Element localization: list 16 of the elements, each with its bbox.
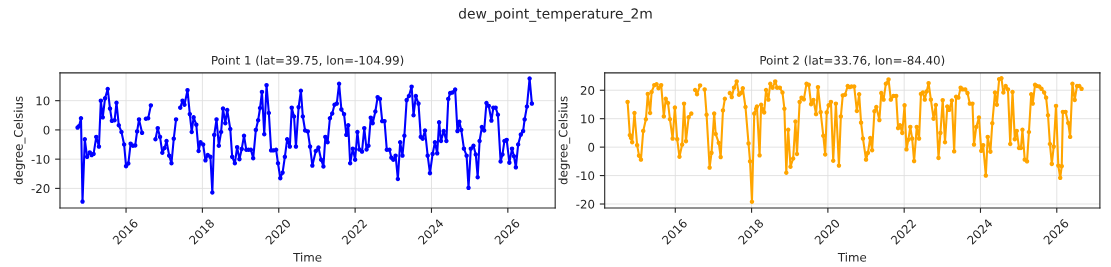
x-axis-title: Time <box>837 252 867 262</box>
y-tick-label: 0 <box>43 125 50 135</box>
y-tick-label: -10 <box>576 171 595 181</box>
y-tick-label: -20 <box>576 199 595 209</box>
x-axis-title: Time <box>293 252 322 262</box>
y-axis-title: degree_Celsius <box>13 96 26 185</box>
y-tick-label: 10 <box>581 114 595 124</box>
y-tick-label: 10 <box>36 96 50 106</box>
text: dew_point_temperature_2m <box>458 8 652 22</box>
y-axis-title: degree_Celsius <box>558 96 571 185</box>
chart-title: Point 2 (lat=33.76, lon=-84.40) <box>760 55 945 67</box>
y-tick-label: 0 <box>588 142 595 152</box>
y-tick-label: -10 <box>31 154 50 164</box>
chart-title: Point 1 (lat=39.75, lon=-104.99) <box>212 55 404 67</box>
y-tick-label: 20 <box>580 85 595 95</box>
y-tick-label: -20 <box>31 184 50 194</box>
